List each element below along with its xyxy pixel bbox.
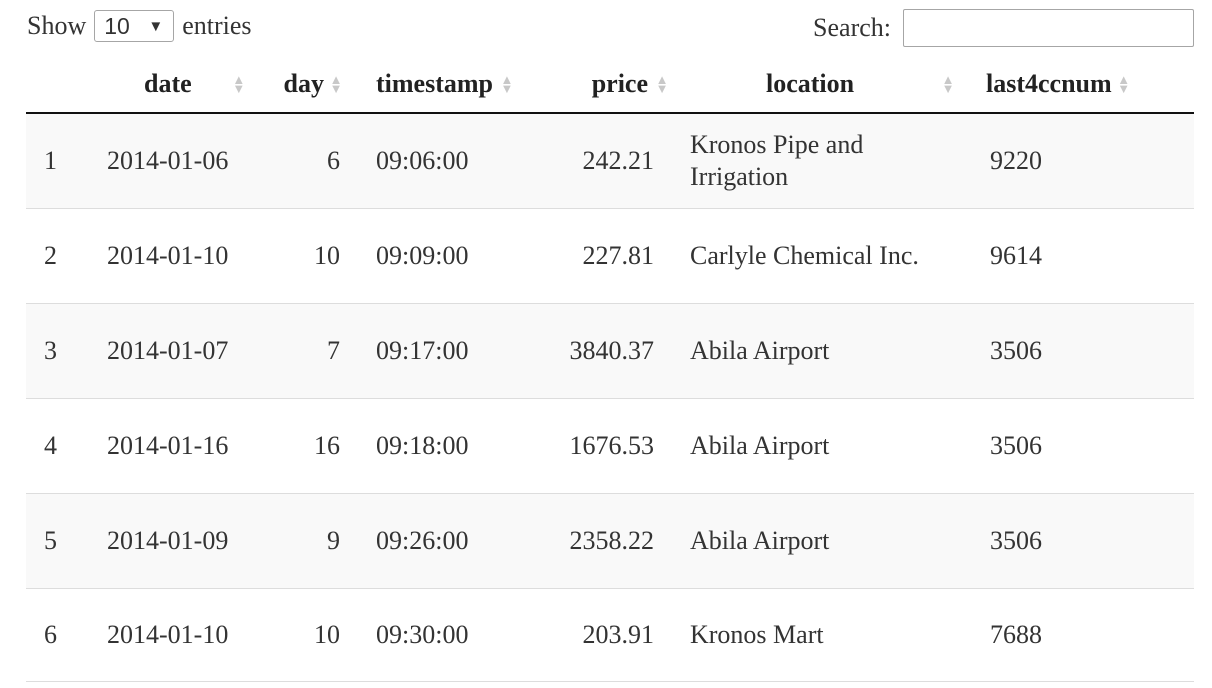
cell-day: 6 <box>246 113 350 209</box>
column-header-label: date <box>144 69 192 98</box>
cell-price: 2358.22 <box>524 493 672 589</box>
search-control: Search: <box>813 8 1194 48</box>
cell-day: 10 <box>246 208 350 304</box>
search-input[interactable] <box>903 9 1194 47</box>
cell-last4ccnum: 9220 <box>964 113 1194 209</box>
header-row: date ▲ ▼ day ▲ ▼ timestamp ▲ ▼ <box>26 56 1194 114</box>
column-header-label: last4ccnum <box>986 69 1112 98</box>
entries-per-page-value: 10 <box>104 12 130 39</box>
cell-timestamp: 09:09:00 <box>350 208 524 304</box>
cell-last4ccnum: 3506 <box>964 303 1194 399</box>
sort-both-icon: ▲ ▼ <box>329 72 343 96</box>
cell-location: Abila Airport <box>672 493 964 589</box>
table-header: date ▲ ▼ day ▲ ▼ timestamp ▲ ▼ <box>26 56 1194 114</box>
cell-index: 2 <box>26 208 100 304</box>
cell-day: 9 <box>246 493 350 589</box>
length-prefix-label: Show <box>27 11 87 40</box>
data-table: date ▲ ▼ day ▲ ▼ timestamp ▲ ▼ <box>26 56 1194 682</box>
column-header-label: location <box>766 69 855 98</box>
cell-date: 2014-01-06 <box>100 113 246 209</box>
cell-timestamp: 09:26:00 <box>350 493 524 589</box>
column-header-label: day <box>283 69 324 98</box>
cell-date: 2014-01-16 <box>100 398 246 494</box>
cell-last4ccnum: 9614 <box>964 208 1194 304</box>
cell-index: 6 <box>26 588 100 682</box>
cell-date: 2014-01-10 <box>100 208 246 304</box>
cell-location: Kronos Mart <box>672 588 964 682</box>
cell-price: 227.81 <box>524 208 672 304</box>
search-label: Search: <box>813 13 891 42</box>
cell-location: Carlyle Chemical Inc. <box>672 208 964 304</box>
cell-location: Abila Airport <box>672 303 964 399</box>
column-header-date[interactable]: date ▲ ▼ <box>100 56 246 114</box>
cell-price: 242.21 <box>524 113 672 209</box>
column-header-location[interactable]: location ▲ ▼ <box>672 56 964 114</box>
column-header-timestamp[interactable]: timestamp ▲ ▼ <box>350 56 524 114</box>
cell-timestamp: 09:18:00 <box>350 398 524 494</box>
cell-timestamp: 09:17:00 <box>350 303 524 399</box>
cell-index: 4 <box>26 398 100 494</box>
column-header-last4ccnum[interactable]: last4ccnum ▲ ▼ <box>964 56 1194 114</box>
table-row: 1 2014-01-06 6 09:06:00 242.21 Kronos Pi… <box>26 113 1194 209</box>
column-header-day[interactable]: day ▲ ▼ <box>246 56 350 114</box>
cell-day: 16 <box>246 398 350 494</box>
table-body: 1 2014-01-06 6 09:06:00 242.21 Kronos Pi… <box>26 113 1194 682</box>
cell-location: Kronos Pipe and Irrigation <box>672 113 964 209</box>
entries-length-control: Show 10 ▼ entries <box>27 8 252 44</box>
table-row: 5 2014-01-09 9 09:26:00 2358.22 Abila Ai… <box>26 493 1194 589</box>
cell-price: 203.91 <box>524 588 672 682</box>
cell-location: Abila Airport <box>672 398 964 494</box>
column-header-label: timestamp <box>376 69 493 98</box>
cell-date: 2014-01-10 <box>100 588 246 682</box>
caret-down-icon: ▼ <box>148 17 164 35</box>
cell-timestamp: 09:06:00 <box>350 113 524 209</box>
cell-price: 1676.53 <box>524 398 672 494</box>
cell-last4ccnum: 7688 <box>964 588 1194 682</box>
table-row: 6 2014-01-10 10 09:30:00 203.91 Kronos M… <box>26 588 1194 682</box>
cell-index: 3 <box>26 303 100 399</box>
cell-index: 1 <box>26 113 100 209</box>
table-row: 3 2014-01-07 7 09:17:00 3840.37 Abila Ai… <box>26 303 1194 399</box>
sort-both-icon: ▲ ▼ <box>655 72 669 96</box>
cell-day: 7 <box>246 303 350 399</box>
cell-last4ccnum: 3506 <box>964 398 1194 494</box>
column-header-index <box>26 56 100 114</box>
sort-both-icon: ▲ ▼ <box>941 72 955 96</box>
sort-both-icon: ▲ ▼ <box>500 72 514 96</box>
cell-date: 2014-01-07 <box>100 303 246 399</box>
sort-both-icon: ▲ ▼ <box>232 72 246 96</box>
column-header-label: price <box>591 69 648 98</box>
cell-last4ccnum: 3506 <box>964 493 1194 589</box>
table-row: 2 2014-01-10 10 09:09:00 227.81 Carlyle … <box>26 208 1194 304</box>
cell-index: 5 <box>26 493 100 589</box>
cell-timestamp: 09:30:00 <box>350 588 524 682</box>
cell-day: 10 <box>246 588 350 682</box>
cell-price: 3840.37 <box>524 303 672 399</box>
column-header-price[interactable]: price ▲ ▼ <box>524 56 672 114</box>
entries-per-page-select[interactable]: 10 ▼ <box>94 10 175 42</box>
length-suffix-label: entries <box>182 11 252 40</box>
table-row: 4 2014-01-16 16 09:18:00 1676.53 Abila A… <box>26 398 1194 494</box>
sort-both-icon: ▲ ▼ <box>1117 72 1131 96</box>
cell-date: 2014-01-09 <box>100 493 246 589</box>
